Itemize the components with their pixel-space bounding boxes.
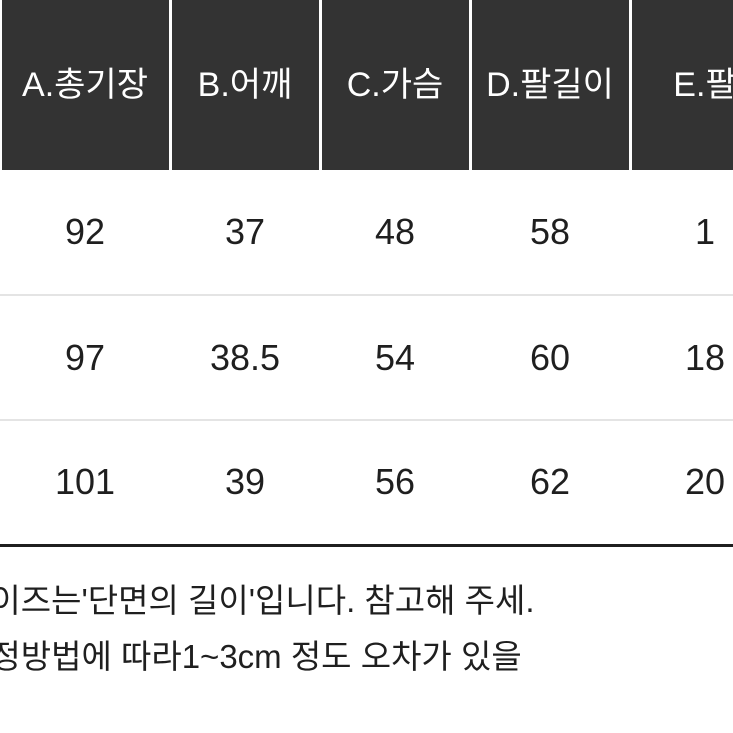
size-table-viewport: A.총기장 B.어깨 C.가슴 D.팔길이 E.팔 92 37 48 58 1 xyxy=(0,0,733,733)
note-line-1: 사이즈는'단면의 길이'입니다. 참고해 주세. xyxy=(0,575,733,628)
cell-b: 38.5 xyxy=(170,295,320,420)
cell-b: 37 xyxy=(170,170,320,295)
cell-a: 97 xyxy=(0,295,170,420)
size-table: A.총기장 B.어깨 C.가슴 D.팔길이 E.팔 92 37 48 58 1 xyxy=(0,0,733,547)
col-header-e: E.팔 xyxy=(630,0,733,170)
cell-d: 58 xyxy=(470,170,630,295)
col-header-a: A.총기장 xyxy=(0,0,170,170)
note-line-2: 측정방법에 따라1~3cm 정도 오차가 있을 xyxy=(0,631,733,684)
cell-c: 48 xyxy=(320,170,470,295)
size-table-inner: A.총기장 B.어깨 C.가슴 D.팔길이 E.팔 92 37 48 58 1 xyxy=(0,0,733,688)
cell-b: 39 xyxy=(170,420,320,545)
table-row: 97 38.5 54 60 18 xyxy=(0,295,733,420)
col-header-c: C.가슴 xyxy=(320,0,470,170)
col-header-b: B.어깨 xyxy=(170,0,320,170)
cell-e: 1 xyxy=(630,170,733,295)
cell-d: 62 xyxy=(470,420,630,545)
col-header-d: D.팔길이 xyxy=(470,0,630,170)
cell-a: 101 xyxy=(0,420,170,545)
notes-block: 사이즈는'단면의 길이'입니다. 참고해 주세. 측정방법에 따라1~3cm 정… xyxy=(0,547,733,685)
cell-c: 54 xyxy=(320,295,470,420)
cell-c: 56 xyxy=(320,420,470,545)
cell-e: 20 xyxy=(630,420,733,545)
table-row: 92 37 48 58 1 xyxy=(0,170,733,295)
cell-d: 60 xyxy=(470,295,630,420)
cell-e: 18 xyxy=(630,295,733,420)
table-header-row: A.총기장 B.어깨 C.가슴 D.팔길이 E.팔 xyxy=(0,0,733,170)
table-row: ) 101 39 56 62 20 xyxy=(0,420,733,545)
cell-a: 92 xyxy=(0,170,170,295)
